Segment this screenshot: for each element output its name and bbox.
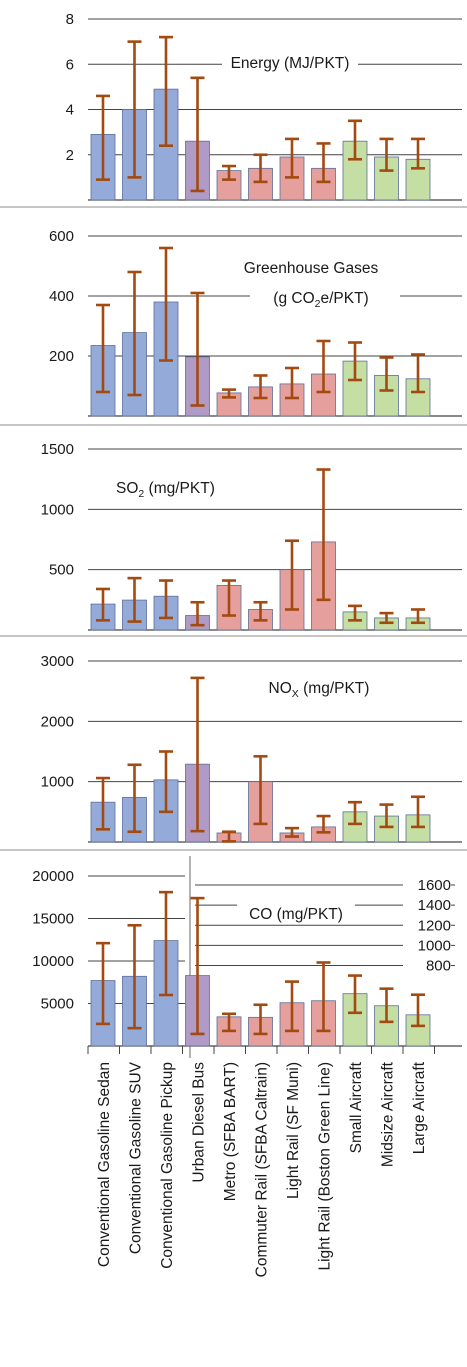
- title-part: SO: [116, 480, 138, 497]
- tick-background: [403, 936, 451, 955]
- y-tick-label-left: 15000: [32, 911, 74, 928]
- x-category-label: Light Rail (Boston Green Line): [317, 1062, 334, 1271]
- y-tick-label: 1500: [41, 441, 74, 458]
- chart-panel-1: 2 4 6 8: [66, 11, 462, 201]
- title-subscript: 2: [315, 298, 321, 310]
- title-subscript: 2: [138, 488, 144, 500]
- title-background: [222, 50, 358, 72]
- x-category-label: Commuter Rail (SFBA Caltrain): [254, 1062, 271, 1277]
- y-tick-label: 1000: [41, 501, 74, 518]
- title-part: CO (mg/PKT): [249, 906, 343, 923]
- title-part: e/PKT): [320, 290, 368, 307]
- chart-panel-2: 200 400 600: [49, 228, 462, 417]
- y-tick-label-right: 1400: [418, 897, 451, 914]
- title-part: NO: [269, 680, 292, 697]
- x-category-label: Conventional Gasoline Sedan: [96, 1062, 113, 1267]
- tick-background: [403, 896, 451, 915]
- x-category-label: Small Aircraft: [348, 1061, 365, 1153]
- y-tick-label-right: 1000: [418, 937, 451, 954]
- y-tick-label: 8: [66, 11, 74, 28]
- x-category-label: Metro (SFBA BART): [222, 1062, 239, 1201]
- y-tick-label: 500: [49, 562, 74, 579]
- title-background: [237, 902, 355, 924]
- y-tick-label-right: 1200: [418, 917, 451, 934]
- title-background: [250, 673, 388, 697]
- y-tick-label: 4: [66, 102, 74, 119]
- title-part: (mg/PKT): [299, 680, 370, 697]
- title-part: (g CO: [273, 290, 314, 307]
- title-part: (mg/PKT): [144, 480, 215, 497]
- y-tick-label: 400: [49, 288, 74, 305]
- y-tick-label: 1000: [41, 774, 74, 791]
- y-tick-label-right: 800: [426, 958, 451, 975]
- title-part: Greenhouse Gases: [244, 260, 379, 277]
- y-tick-label: 2: [66, 147, 74, 164]
- title-subscript: X: [292, 688, 299, 700]
- chart-panel-3: 500 1000 1500: [41, 441, 462, 631]
- chart-panel-5: 5000 10000 15000 20000 800 1000 1200 1400 1600: [32, 856, 462, 1058]
- so2-title: SO2 (mg/PKT): [116, 480, 215, 500]
- y-tick-label: 6: [66, 56, 74, 73]
- y-tick-label-left: 20000: [32, 868, 74, 885]
- y-tick-label-left: 10000: [32, 953, 74, 970]
- nox-title: NOX (mg/PKT): [269, 680, 370, 700]
- chart-panel-4: 1000 2000 3000: [41, 653, 462, 843]
- x-category-label: Midsize Aircraft: [380, 1061, 397, 1167]
- x-category-label: Urban Diesel Bus: [191, 1062, 208, 1183]
- y-tick-label: 2000: [41, 713, 74, 730]
- title-background: [236, 256, 386, 278]
- ghg-title-line2: (g CO2e/PKT): [273, 290, 368, 310]
- co-title: CO (mg/PKT): [249, 906, 343, 923]
- title-part: Energy (MJ/PKT): [231, 55, 350, 72]
- tick-background: [403, 876, 451, 895]
- y-tick-label: 3000: [41, 653, 74, 670]
- y-tick-label-left: 5000: [41, 996, 74, 1013]
- x-category-label: Conventional Gasoline SUV: [128, 1061, 145, 1254]
- y-tick-label: 200: [49, 348, 74, 365]
- x-category-label: Large Aircraft: [411, 1061, 428, 1154]
- y-tick-label: 600: [49, 228, 74, 245]
- x-category-label: Conventional Gasoline Pickup: [159, 1062, 176, 1269]
- ghg-title-line1: Greenhouse Gases: [244, 260, 379, 277]
- tick-background: [403, 956, 451, 975]
- title-background: [250, 286, 400, 310]
- y-tick-label-right: 1600: [418, 877, 451, 894]
- x-category-label: Light Rail (SF Muni): [285, 1062, 302, 1199]
- energy-title: Energy (MJ/PKT): [231, 55, 350, 72]
- tick-background: [403, 916, 451, 935]
